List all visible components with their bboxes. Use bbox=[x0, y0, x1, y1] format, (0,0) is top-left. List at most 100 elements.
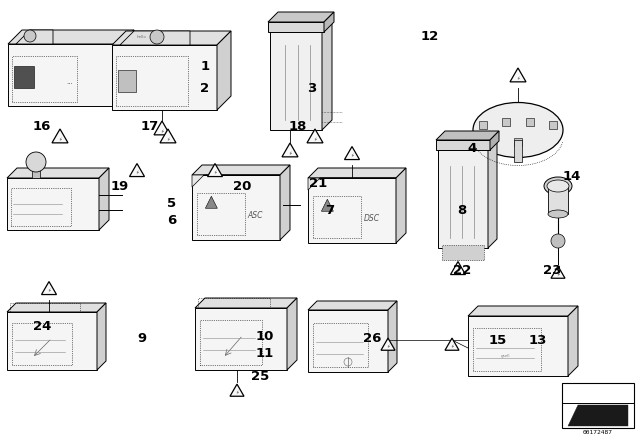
Bar bbox=[14, 66, 34, 88]
Polygon shape bbox=[308, 178, 396, 190]
Polygon shape bbox=[268, 22, 324, 32]
Polygon shape bbox=[205, 196, 218, 208]
Polygon shape bbox=[510, 68, 526, 82]
Text: 22: 22 bbox=[453, 263, 471, 276]
Polygon shape bbox=[8, 30, 134, 44]
Text: 12: 12 bbox=[421, 30, 439, 43]
Text: 8: 8 bbox=[458, 203, 467, 216]
Text: 11: 11 bbox=[256, 346, 274, 359]
Text: 23: 23 bbox=[543, 263, 561, 276]
Text: ⚡: ⚡ bbox=[350, 153, 354, 158]
Text: hello: hello bbox=[137, 35, 147, 39]
Bar bbox=[313, 196, 362, 238]
Polygon shape bbox=[160, 129, 176, 143]
Polygon shape bbox=[99, 168, 109, 230]
Polygon shape bbox=[207, 164, 223, 177]
Text: ⚡: ⚡ bbox=[213, 170, 217, 175]
Bar bbox=[526, 118, 534, 126]
Polygon shape bbox=[468, 306, 578, 316]
Text: 3: 3 bbox=[307, 82, 317, 95]
Bar bbox=[197, 193, 245, 235]
Text: 18: 18 bbox=[289, 120, 307, 133]
Text: ⚡: ⚡ bbox=[314, 136, 317, 141]
Text: 1: 1 bbox=[200, 60, 209, 73]
Text: 13: 13 bbox=[529, 333, 547, 346]
Text: 00172487: 00172487 bbox=[583, 430, 613, 435]
Polygon shape bbox=[388, 301, 397, 372]
Polygon shape bbox=[270, 22, 332, 32]
Bar bbox=[198, 298, 270, 308]
Text: ⚡: ⚡ bbox=[47, 288, 51, 293]
Polygon shape bbox=[488, 141, 497, 248]
Polygon shape bbox=[112, 31, 231, 45]
Polygon shape bbox=[468, 316, 568, 376]
Text: ⚡: ⚡ bbox=[288, 150, 292, 155]
Text: 5: 5 bbox=[168, 197, 177, 210]
Polygon shape bbox=[321, 199, 333, 211]
Bar bbox=[11, 188, 71, 226]
Polygon shape bbox=[324, 12, 334, 32]
Polygon shape bbox=[436, 140, 490, 150]
Bar bbox=[502, 118, 510, 126]
Text: 6: 6 bbox=[168, 214, 177, 227]
Text: ...: ... bbox=[66, 79, 73, 85]
Text: ⚡: ⚡ bbox=[456, 268, 460, 273]
Text: ⚡: ⚡ bbox=[166, 136, 170, 141]
Polygon shape bbox=[322, 22, 332, 130]
Polygon shape bbox=[282, 143, 298, 157]
Bar bbox=[12, 56, 77, 102]
Text: DSC: DSC bbox=[364, 214, 380, 223]
Polygon shape bbox=[7, 303, 106, 312]
Ellipse shape bbox=[547, 180, 569, 192]
Circle shape bbox=[24, 30, 36, 42]
Polygon shape bbox=[154, 121, 170, 135]
Ellipse shape bbox=[544, 177, 572, 195]
Polygon shape bbox=[307, 129, 323, 143]
Polygon shape bbox=[438, 141, 497, 150]
Text: 9: 9 bbox=[138, 332, 147, 345]
Circle shape bbox=[26, 152, 46, 172]
Polygon shape bbox=[42, 281, 56, 294]
Bar bbox=[479, 121, 487, 129]
Bar bbox=[12, 323, 72, 365]
Bar bbox=[473, 328, 541, 371]
Polygon shape bbox=[490, 131, 499, 150]
Circle shape bbox=[150, 30, 164, 44]
Polygon shape bbox=[195, 308, 287, 370]
Text: ⚡: ⚡ bbox=[516, 75, 520, 80]
Polygon shape bbox=[52, 129, 68, 143]
Polygon shape bbox=[192, 165, 290, 175]
Text: 21: 21 bbox=[309, 177, 327, 190]
Polygon shape bbox=[568, 306, 578, 376]
Polygon shape bbox=[287, 298, 297, 370]
Text: 4: 4 bbox=[467, 142, 477, 155]
Polygon shape bbox=[268, 12, 334, 22]
Polygon shape bbox=[120, 31, 190, 45]
Text: 24: 24 bbox=[33, 319, 51, 332]
Polygon shape bbox=[381, 338, 395, 350]
Polygon shape bbox=[97, 303, 106, 370]
Polygon shape bbox=[308, 301, 397, 310]
Text: 10: 10 bbox=[256, 329, 274, 343]
Polygon shape bbox=[451, 262, 465, 275]
Bar bbox=[549, 121, 557, 129]
Polygon shape bbox=[192, 175, 280, 240]
Bar bbox=[514, 138, 522, 146]
Bar bbox=[118, 70, 136, 92]
Text: 17: 17 bbox=[141, 120, 159, 133]
Polygon shape bbox=[551, 266, 565, 278]
Polygon shape bbox=[217, 31, 231, 110]
Text: ⚡: ⚡ bbox=[451, 344, 454, 349]
Text: ⚡: ⚡ bbox=[556, 272, 560, 277]
Polygon shape bbox=[280, 165, 290, 240]
Text: 7: 7 bbox=[325, 203, 335, 216]
Bar bbox=[548, 184, 568, 214]
Polygon shape bbox=[192, 175, 280, 187]
Polygon shape bbox=[568, 405, 628, 426]
Text: ⚡: ⚡ bbox=[160, 128, 164, 133]
Polygon shape bbox=[16, 30, 53, 44]
Polygon shape bbox=[7, 168, 109, 178]
Polygon shape bbox=[7, 312, 97, 370]
Polygon shape bbox=[8, 44, 120, 106]
Bar bbox=[10, 303, 80, 312]
